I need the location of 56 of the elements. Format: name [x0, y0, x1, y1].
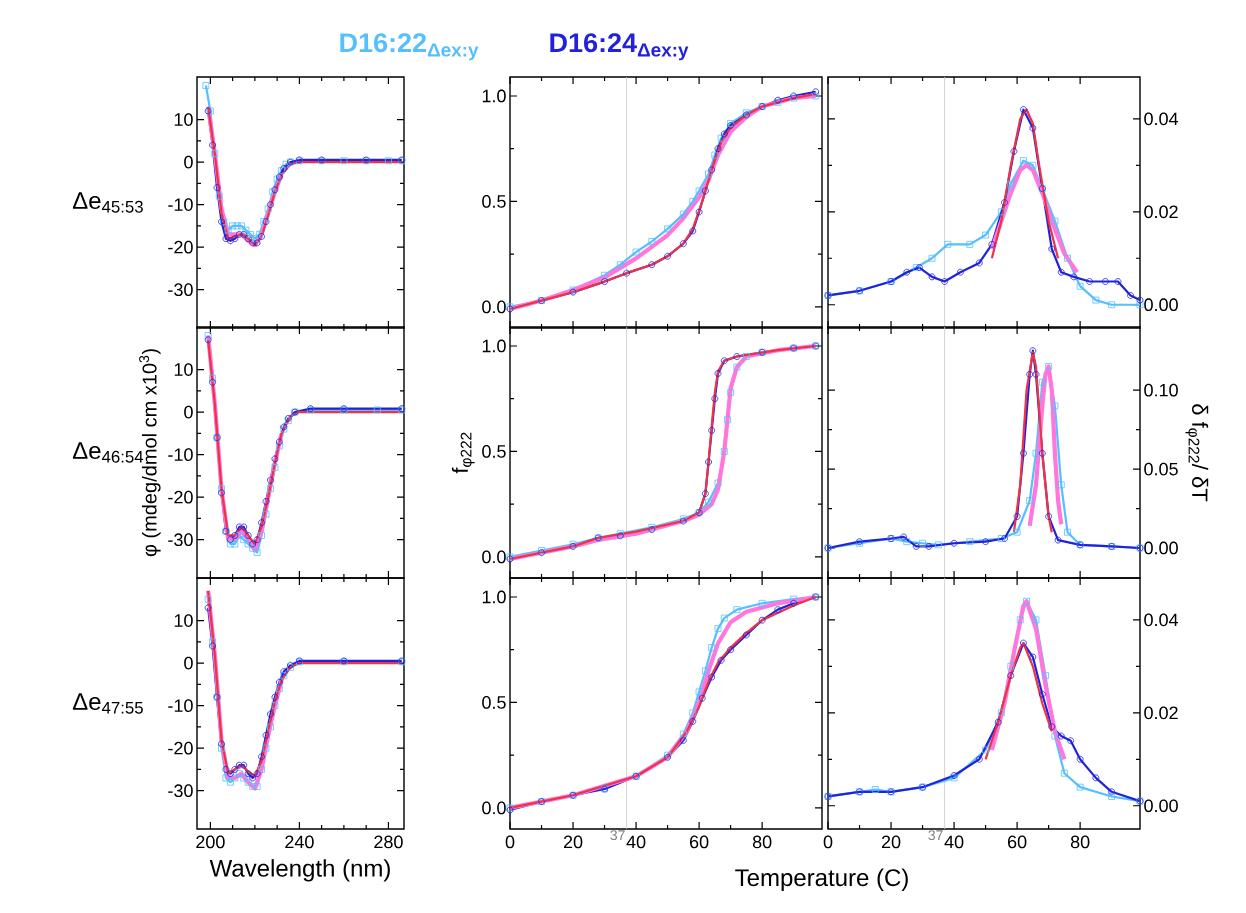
y-tick-label: 0.10	[1144, 383, 1178, 397]
x-tick-label: 60	[689, 835, 709, 849]
x-tick-label: 40	[944, 835, 964, 849]
y-tick-label: 1.0	[482, 590, 506, 604]
y-tick-label: 0.5	[482, 445, 506, 458]
y-tick-label: -10	[168, 699, 193, 712]
y-tick-label: 0	[184, 405, 193, 419]
y-tick-label: 10	[174, 614, 193, 627]
y-tick-label: -30	[168, 533, 193, 547]
y-tick-label: 0.0	[482, 801, 506, 815]
y-tick-label: 10	[174, 363, 193, 376]
text: D16:22$_{Δex:y}$	[340, 33, 479, 61]
y-tick-label: 0.5	[482, 696, 506, 709]
y-tick-label: 0.02	[1144, 205, 1178, 219]
y-tick-label: -20	[168, 490, 193, 504]
y-tick-label: 0.0	[482, 550, 506, 564]
x-tick-label: 60	[1008, 835, 1027, 849]
text: Δe$_{47:55}$	[72, 693, 143, 714]
y-tick-label: 0.5	[482, 195, 506, 208]
x-tick-label: 0	[823, 835, 833, 849]
y-tick-label: -30	[168, 283, 193, 297]
y-tick-label: -20	[168, 741, 193, 755]
text: D16:24$_{Δex:y}$	[550, 33, 689, 61]
y-tick-label: 0.0	[482, 300, 506, 314]
x-tick-label: 80	[752, 835, 772, 849]
y-tick-label: 0.00	[1144, 541, 1178, 555]
y-tick-label: -20	[168, 240, 193, 254]
y-tick-label: 1.0	[482, 89, 506, 103]
y-tick-label: 0.00	[1144, 298, 1178, 312]
y-tick-label: 10	[174, 113, 193, 126]
x-axis-title: Wavelength (nm)	[209, 859, 390, 882]
ref-line-label: 37	[928, 830, 943, 841]
y-tick-label: -10	[168, 198, 193, 211]
y-tick-label: 0.02	[1144, 706, 1178, 720]
ref-line-label: 37	[610, 830, 625, 841]
y-tick-label: 0	[184, 656, 193, 670]
y-tick-label: 0.05	[1144, 462, 1178, 476]
y-tick-label: 0.04	[1144, 112, 1179, 126]
y-tick-label: -30	[168, 784, 193, 798]
x-tick-label: 20	[563, 835, 583, 849]
x-tick-label: 0	[505, 835, 515, 849]
y-axis-title: f$_{φ222}$	[451, 432, 475, 474]
x-tick-label: 280	[374, 835, 403, 849]
text: Δe$_{45:53}$	[72, 192, 143, 213]
y-tick-label: -10	[168, 448, 193, 461]
y-tick-label: 0.00	[1144, 799, 1178, 813]
x-tick-label: 20	[881, 835, 901, 849]
y-tick-label: 0	[184, 155, 193, 169]
y-tick-label: 1.0	[482, 339, 506, 353]
x-tick-label: 40	[626, 835, 646, 849]
y-tick-label: 0.04	[1144, 613, 1179, 627]
x-tick-label: 200	[196, 835, 225, 849]
x-tick-label: 80	[1070, 835, 1090, 849]
x-axis-title: Temperature (C)	[735, 868, 908, 891]
x-tick-label: 240	[285, 835, 314, 849]
y-axis-title: δ f$_{φ222}$/ δT	[1185, 404, 1209, 502]
